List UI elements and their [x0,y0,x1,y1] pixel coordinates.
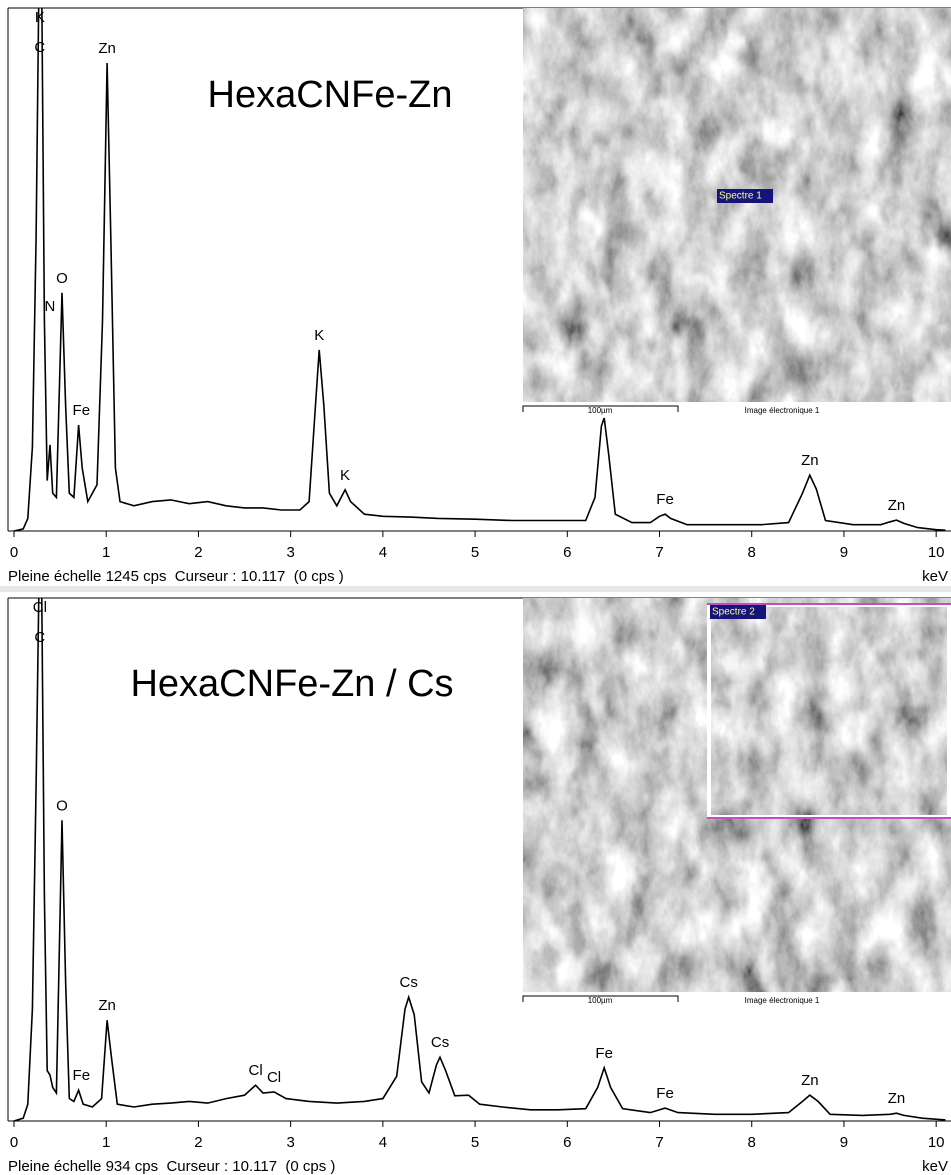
x-tick-label: 9 [840,544,848,561]
x-tick-label: 6 [563,544,571,561]
peak-label: Zn [888,1090,906,1107]
sem-image [523,8,951,402]
peak-label: Zn [801,452,819,469]
x-tick-label: 10 [928,544,945,561]
x-tick-label: 3 [286,544,294,561]
x-tick-label: 7 [655,544,663,561]
x-tick-label: 4 [379,544,387,561]
peak-label: C [34,39,45,56]
x-tick-label: 6 [563,1134,571,1151]
chart-title: HexaCNFe-Zn / Cs [130,663,453,705]
peak-label: K [314,327,324,344]
chart-title: HexaCNFe-Zn [208,74,453,116]
x-tick-label: 5 [471,544,479,561]
x-axis-label: keV [922,568,948,585]
x-axis-label: keV [922,1158,948,1175]
status-line: Pleine échelle 934 cps Curseur : 10.117 … [8,1158,335,1175]
scale-label: 100µm [588,996,613,1005]
x-tick-label: 10 [928,1134,945,1151]
peak-label: N [45,298,56,315]
peak-label: K [35,9,45,26]
peak-label: Fe [656,1085,674,1102]
peak-label: Cl [267,1069,281,1086]
peak-label: Zn [888,497,906,514]
image-caption: Image électronique 1 [745,406,820,415]
x-tick-label: 8 [748,1134,756,1151]
spectrum-marker: Spectre 1 [719,191,762,202]
peak-label: C [34,629,45,646]
sem-image [523,598,951,992]
peak-label: Fe [73,1067,91,1084]
x-tick-label: 8 [748,544,756,561]
peak-label: Cs [400,974,418,991]
x-tick-label: 0 [10,1134,18,1151]
peak-label: Cs [431,1034,449,1051]
x-tick-label: 9 [840,1134,848,1151]
x-tick-label: 0 [10,544,18,561]
x-tick-label: 7 [655,1134,663,1151]
page: Spectre 1 100µm Image électronique 1 HexaCN… [0,0,951,1175]
separator [0,586,951,592]
status-line: Pleine échelle 1245 cps Curseur : 10.117… [8,568,344,585]
peak-label: Fe [73,402,91,419]
x-tick-label: 2 [194,544,202,561]
scale-label: 100µm [588,406,613,415]
image-caption: Image électronique 1 [745,996,820,1005]
peak-label: Fe [656,491,674,508]
x-tick-label: 5 [471,1134,479,1151]
peak-label: O [56,270,68,287]
peak-label: Cl [33,599,47,616]
peak-label: Fe [595,1045,613,1062]
x-tick-label: 3 [286,1134,294,1151]
peak-label: Zn [801,1072,819,1089]
x-tick-label: 1 [102,1134,110,1151]
figure: Spectre 1 100µm Image électronique 1 HexaCN… [0,0,951,1175]
peak-label: O [56,797,68,814]
x-tick-label: 2 [194,1134,202,1151]
spectrum-marker: Spectre 2 [712,607,755,618]
peak-label: Cl [249,1062,263,1079]
x-tick-label: 4 [379,1134,387,1151]
peak-label: Zn [98,40,116,57]
peak-label: Zn [98,997,116,1014]
peak-label: K [340,467,350,484]
x-tick-label: 1 [102,544,110,561]
